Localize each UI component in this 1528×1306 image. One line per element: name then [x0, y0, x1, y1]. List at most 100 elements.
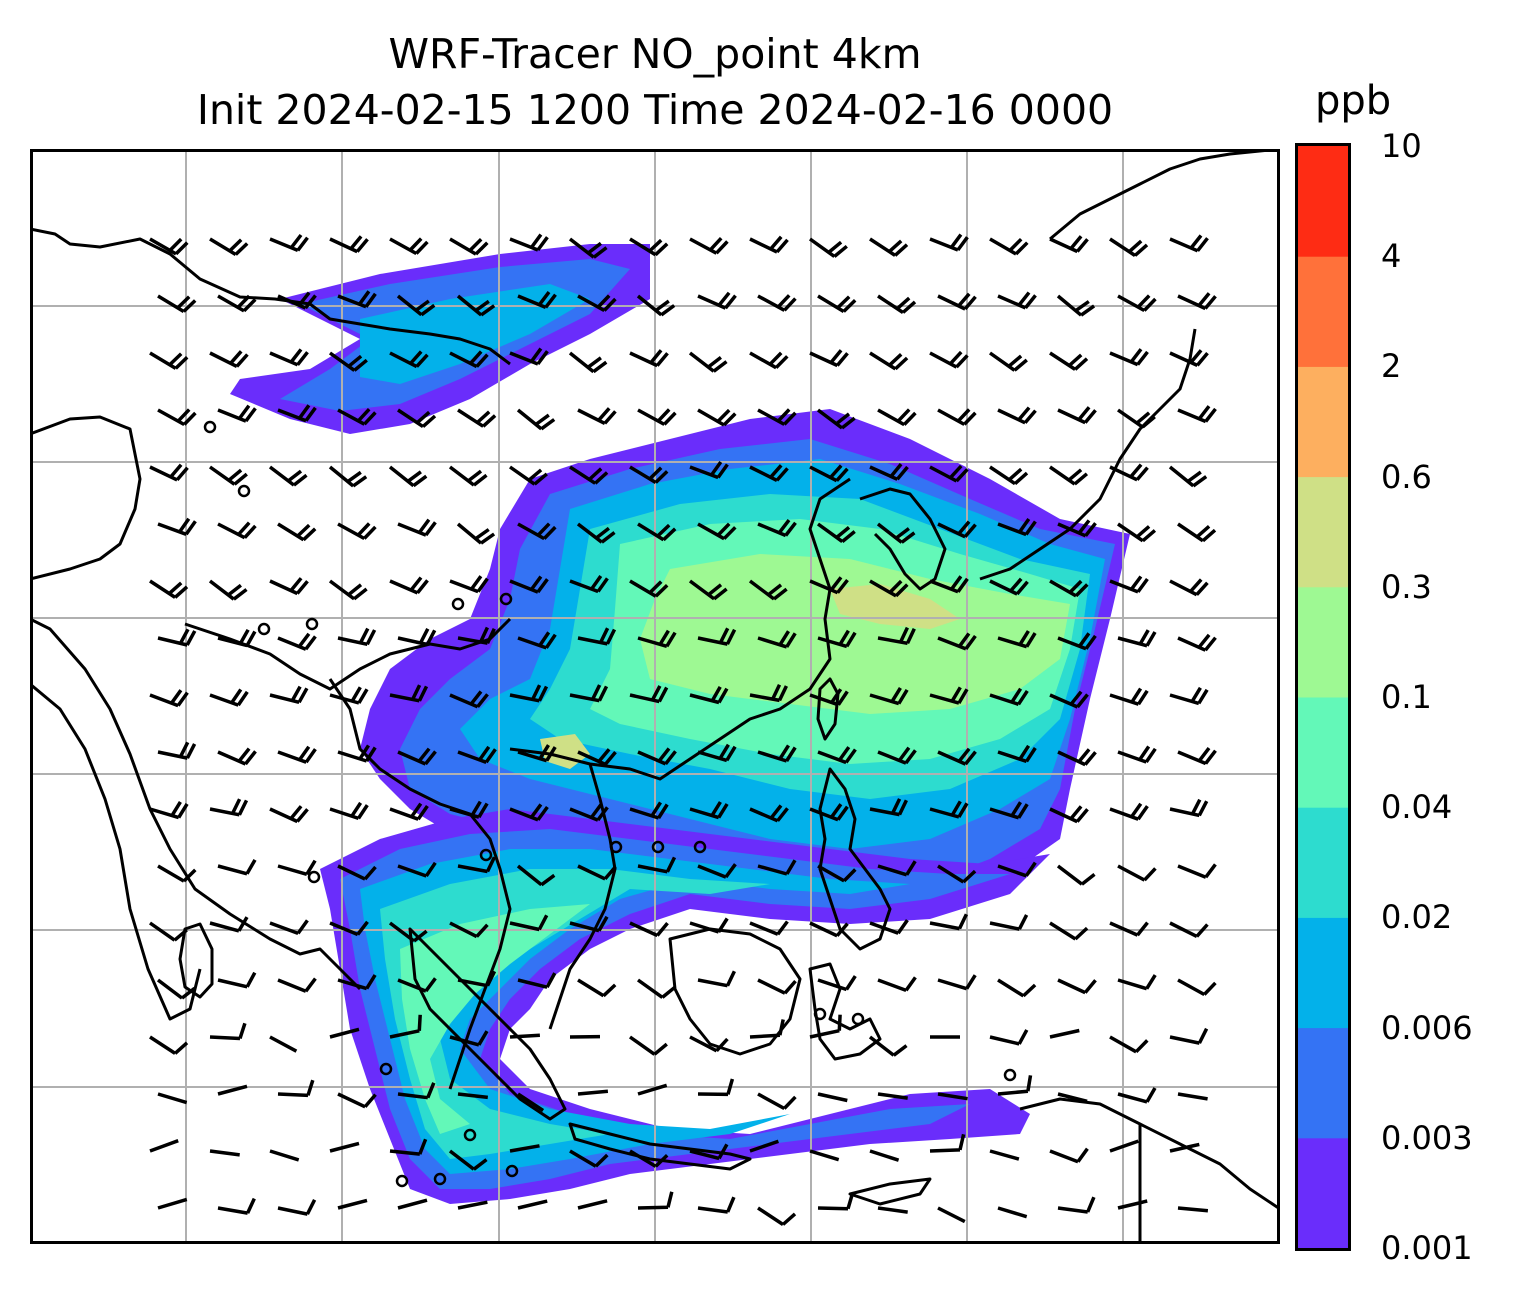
wind-barb: [1049, 690, 1089, 709]
wind-barb: [388, 921, 428, 943]
wind-barb: [1117, 294, 1157, 313]
wind-barb: [997, 861, 1037, 878]
wind-barb: [449, 690, 489, 709]
calm-wind-circle: [813, 1007, 827, 1021]
wind-barb: [397, 747, 437, 766]
wind-barb: [1057, 1196, 1096, 1214]
wind-barb: [509, 347, 549, 366]
wind-barb: [397, 977, 437, 993]
wind-barb: [1109, 1139, 1139, 1153]
wind-barb: [209, 350, 249, 368]
wind-barb: [869, 351, 909, 371]
wind-barb: [689, 686, 729, 705]
wind-barb: [389, 350, 429, 369]
wind-barb: [689, 1035, 729, 1053]
wind-barb: [389, 802, 429, 821]
wind-barb: [1177, 1206, 1209, 1213]
wind-barb: [929, 575, 969, 594]
wind-barb: [277, 1079, 315, 1098]
wind-barb: [877, 294, 917, 314]
wind-barb: [937, 520, 977, 539]
wind-barb: [217, 628, 257, 648]
wind-barb: [208, 465, 248, 486]
wind-barb: [869, 1149, 900, 1162]
wind-barb: [1177, 405, 1217, 424]
wind-barb: [509, 575, 549, 594]
wind-barb: [337, 974, 377, 991]
wind-barb: [1177, 1092, 1208, 1101]
wind-barb: [1177, 747, 1217, 766]
wind-barb: [637, 856, 677, 874]
wind-barb: [268, 465, 308, 487]
wind-barb: [1117, 522, 1157, 543]
wind-barb: [757, 744, 797, 763]
wind-barb: [277, 632, 317, 651]
wind-barb: [277, 404, 317, 423]
wind-barb: [749, 1019, 785, 1039]
wind-barb: [1049, 235, 1089, 254]
colorbar-tick-label: 0.1: [1381, 678, 1432, 716]
wind-barb: [749, 464, 789, 482]
wind-barb: [576, 522, 616, 544]
colorbar-tick-label: 10: [1381, 127, 1422, 165]
wind-barb: [1049, 805, 1089, 824]
border-myanmar: [328, 678, 512, 1090]
wind-barb: [757, 630, 797, 649]
wind-barb: [1169, 349, 1209, 367]
wind-barb: [869, 579, 909, 598]
colorbar-band: [1296, 1027, 1350, 1139]
coastline-sri-lanka: [178, 922, 214, 999]
wind-barb: [757, 859, 797, 876]
colorbar-band: [1296, 807, 1350, 918]
wind-barb: [269, 577, 309, 596]
wind-barb: [1109, 687, 1149, 706]
calm-wind-circle: [379, 1062, 393, 1076]
map-frame: [30, 149, 1280, 1244]
wind-barb: [1169, 798, 1209, 818]
wind-barb: [757, 519, 797, 538]
wind-barb: [629, 237, 669, 257]
wind-barb: [1056, 864, 1096, 886]
wind-barb: [389, 1138, 428, 1156]
wind-barb: [689, 1143, 729, 1161]
colorbar-band: [1296, 256, 1350, 367]
wind-barb: [997, 1075, 1033, 1096]
wind-barb: [149, 689, 189, 708]
wind-barb: [997, 630, 1037, 649]
wind-barb: [217, 1084, 248, 1096]
wind-barb: [217, 294, 257, 313]
wind-barb: [508, 465, 548, 486]
wind-barb: [757, 1206, 797, 1226]
border-himalaya: [30, 227, 511, 366]
wind-barb: [509, 233, 549, 252]
wind-barb: [997, 1206, 1028, 1219]
wind-barb: [937, 974, 977, 991]
wind-barb: [808, 237, 848, 258]
wind-barb: [457, 856, 496, 874]
wind-barb: [269, 1149, 300, 1162]
wind-barb: [629, 579, 669, 598]
wind-barb: [577, 407, 617, 425]
wind-barb: [809, 803, 849, 822]
wind-barb: [328, 579, 368, 601]
wind-barb: [157, 628, 197, 647]
wind-barb: [516, 864, 556, 887]
wind-barb: [1177, 292, 1217, 311]
wind-barb: [697, 408, 737, 427]
wind-barb: [149, 800, 189, 820]
coastline-sumatra: [408, 927, 567, 1121]
wind-barb: [1049, 1147, 1089, 1164]
wind-barb: [628, 1035, 668, 1056]
wind-barb: [997, 978, 1037, 998]
wind-barb: [329, 801, 369, 821]
wind-barb: [1117, 864, 1157, 882]
wind-barb: [637, 629, 677, 648]
wind-barb: [697, 522, 737, 541]
calm-wind-circle: [433, 1172, 447, 1186]
wind-barb: [337, 408, 377, 426]
wind-barb: [449, 800, 489, 819]
wind-barb: [457, 626, 496, 645]
wind-barb: [157, 1197, 188, 1210]
border-china-north: [30, 415, 142, 581]
